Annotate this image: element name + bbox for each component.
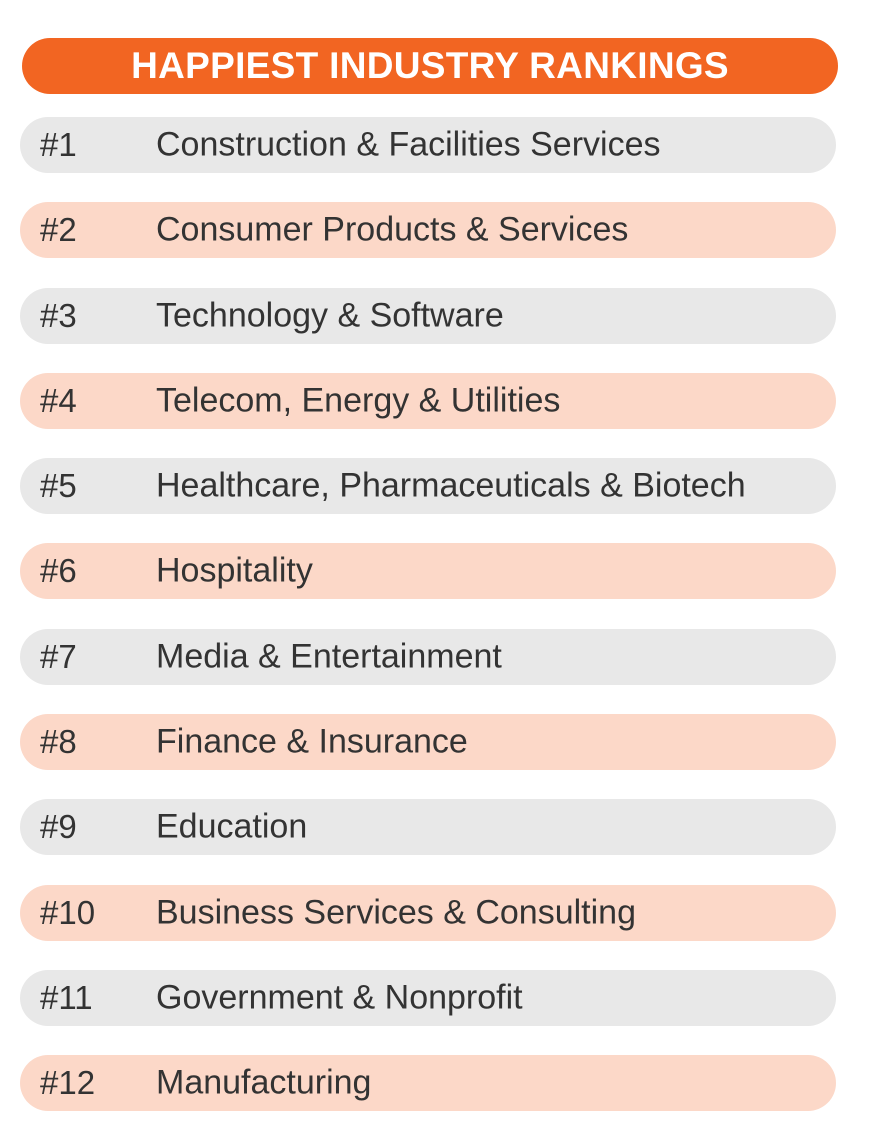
rankings-title: HAPPIEST INDUSTRY RANKINGS	[131, 45, 729, 86]
ranking-row-9: #9 Education	[20, 799, 836, 856]
industry-name: Government & Nonprofit	[156, 978, 523, 1017]
industry-name: Telecom, Energy & Utilities	[156, 381, 561, 420]
rank-number: #4	[40, 381, 77, 419]
rankings-title-banner: HAPPIEST INDUSTRY RANKINGS	[22, 38, 838, 94]
rank-number: #5	[40, 467, 77, 505]
ranking-row-5: #5 Healthcare, Pharmaceuticals & Biotech	[20, 458, 836, 515]
industry-name: Consumer Products & Services	[156, 210, 629, 249]
industry-name: Education	[156, 807, 308, 846]
ranking-row-12: #12 Manufacturing	[20, 1055, 836, 1112]
ranking-row-2: #2 Consumer Products & Services	[20, 202, 836, 259]
ranking-row-4: #4 Telecom, Energy & Utilities	[20, 372, 836, 429]
industry-name: Technology & Software	[156, 296, 504, 335]
rank-number: #11	[40, 978, 93, 1016]
industry-name: Construction & Facilities Services	[156, 125, 661, 164]
industry-name: Media & Entertainment	[156, 637, 502, 676]
ranking-row-11: #11 Government & Nonprofit	[20, 969, 836, 1026]
industry-name: Business Services & Consulting	[156, 893, 637, 932]
ranking-row-10: #10 Business Services & Consulting	[20, 884, 836, 941]
ranking-row-7: #7 Media & Entertainment	[20, 628, 836, 685]
industry-name: Finance & Insurance	[156, 722, 468, 761]
rank-number: #6	[40, 552, 77, 590]
ranking-row-3: #3 Technology & Software	[20, 287, 836, 344]
ranking-row-6: #6 Hospitality	[20, 543, 836, 600]
rank-number: #7	[40, 637, 77, 675]
rank-number: #10	[40, 893, 96, 931]
ranking-row-8: #8 Finance & Insurance	[20, 714, 836, 771]
rank-number: #8	[40, 723, 77, 761]
rank-number: #9	[40, 808, 77, 846]
rankings-list: #1 Construction & Facilities Services #2…	[20, 117, 836, 1141]
rank-number: #1	[40, 126, 77, 163]
rank-number: #12	[40, 1064, 96, 1102]
industry-name: Healthcare, Pharmaceuticals & Biotech	[156, 466, 746, 505]
industry-name: Hospitality	[156, 551, 313, 590]
rank-number: #3	[40, 296, 77, 334]
rank-number: #2	[40, 211, 77, 249]
ranking-row-1: #1 Construction & Facilities Services	[20, 117, 836, 173]
industry-name: Manufacturing	[156, 1063, 372, 1102]
